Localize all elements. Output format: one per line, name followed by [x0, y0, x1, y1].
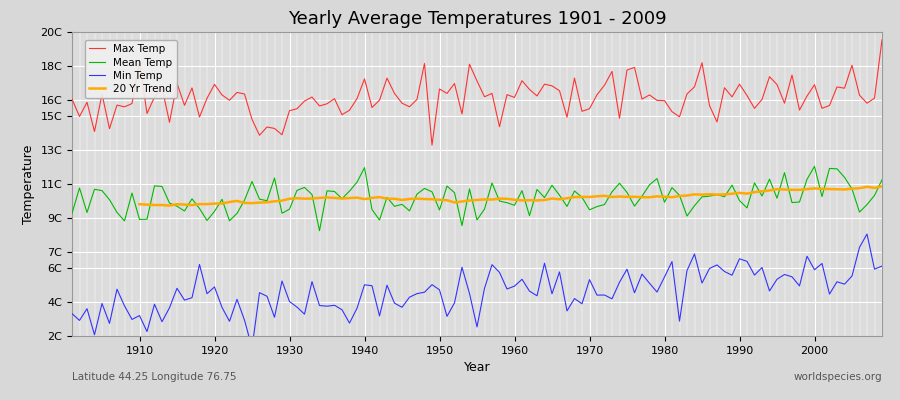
Max Temp: [292, 106, 302, 111]
Max Temp: [517, 78, 527, 83]
Max Temp: [607, 69, 617, 74]
Mean Temp: [877, 177, 887, 182]
Mean Temp: [127, 191, 138, 196]
Max Temp: [509, 95, 520, 100]
Text: worldspecies.org: worldspecies.org: [794, 372, 882, 382]
20 Yr Trend: [847, 186, 858, 191]
Mean Temp: [607, 190, 617, 194]
Mean Temp: [292, 188, 302, 193]
Line: Min Temp: Min Temp: [72, 234, 882, 348]
Mean Temp: [314, 228, 325, 233]
20 Yr Trend: [584, 194, 595, 199]
20 Yr Trend: [134, 202, 145, 206]
Min Temp: [344, 321, 355, 326]
20 Yr Trend: [284, 196, 295, 201]
20 Yr Trend: [824, 187, 835, 192]
Line: 20 Yr Trend: 20 Yr Trend: [140, 186, 882, 206]
Mean Temp: [809, 164, 820, 169]
Min Temp: [861, 232, 872, 236]
Min Temp: [877, 264, 887, 268]
Text: Latitude 44.25 Longitude 76.75: Latitude 44.25 Longitude 76.75: [72, 372, 237, 382]
Min Temp: [67, 311, 77, 316]
Mean Temp: [517, 188, 527, 193]
Min Temp: [517, 277, 527, 282]
Legend: Max Temp, Mean Temp, Min Temp, 20 Yr Trend: Max Temp, Mean Temp, Min Temp, 20 Yr Tre…: [86, 40, 176, 98]
20 Yr Trend: [877, 184, 887, 189]
Max Temp: [67, 97, 77, 102]
Line: Mean Temp: Mean Temp: [72, 166, 882, 231]
Min Temp: [607, 296, 617, 301]
Mean Temp: [509, 203, 520, 208]
Min Temp: [247, 346, 257, 350]
Min Temp: [509, 284, 520, 288]
Title: Yearly Average Temperatures 1901 - 2009: Yearly Average Temperatures 1901 - 2009: [288, 10, 666, 28]
X-axis label: Year: Year: [464, 361, 490, 374]
20 Yr Trend: [314, 196, 325, 200]
Max Temp: [427, 143, 437, 148]
Mean Temp: [67, 211, 77, 216]
Mean Temp: [344, 189, 355, 194]
Line: Max Temp: Max Temp: [72, 40, 882, 145]
Max Temp: [337, 112, 347, 117]
Max Temp: [877, 38, 887, 42]
20 Yr Trend: [164, 203, 175, 208]
Y-axis label: Temperature: Temperature: [22, 144, 35, 224]
Max Temp: [127, 101, 138, 106]
20 Yr Trend: [524, 198, 535, 202]
Min Temp: [127, 317, 138, 322]
Min Temp: [299, 312, 310, 316]
